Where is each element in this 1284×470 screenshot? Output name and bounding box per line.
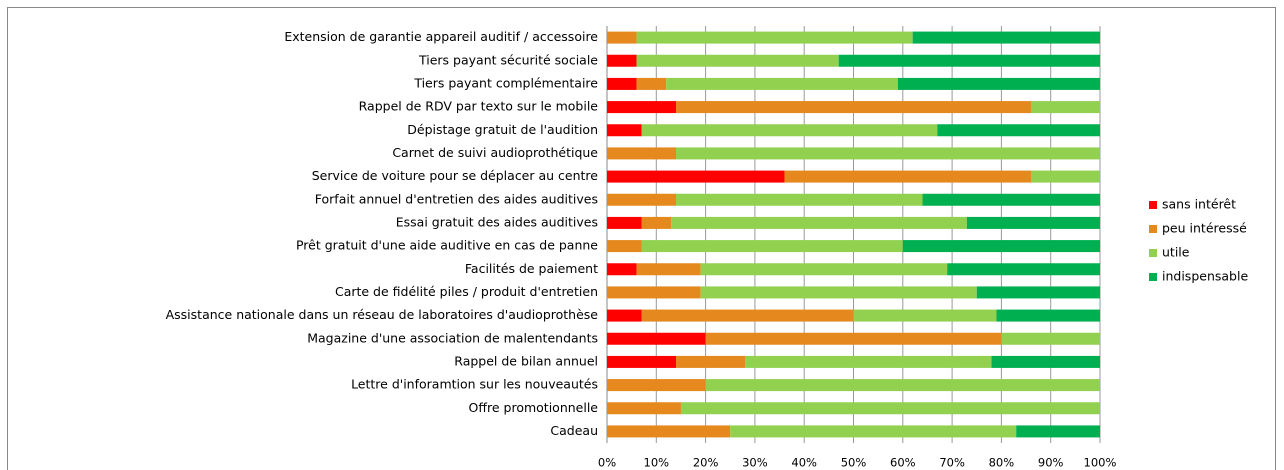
- x-tick-label: 70%: [939, 456, 965, 470]
- bar-segment: [666, 77, 898, 90]
- chart-border: [7, 7, 1276, 470]
- bar-segment: [607, 147, 677, 160]
- bar-segment: [784, 170, 1031, 183]
- bar-segment: [680, 402, 1100, 415]
- x-tick-label: 90%: [1038, 456, 1064, 470]
- bar-segment: [676, 355, 746, 368]
- bar-segment: [947, 263, 1100, 276]
- bar-segment: [641, 216, 672, 229]
- x-tick-label: 60%: [890, 456, 916, 470]
- bar-segment: [853, 309, 997, 322]
- bar-segment: [897, 77, 1100, 90]
- bar-segment: [607, 124, 642, 137]
- bar-segment: [607, 355, 677, 368]
- x-tick-label: 100%: [1084, 456, 1117, 470]
- y-tick-label: Carte de fidélité piles / produit d'entr…: [335, 284, 598, 299]
- y-tick-label: Service de voiture pour se déplacer au c…: [312, 168, 599, 183]
- bar-segment: [705, 379, 1100, 392]
- bar-segment: [607, 402, 681, 415]
- bar-segment: [745, 355, 992, 368]
- legend-label: peu intéressé: [1162, 221, 1247, 236]
- y-tick-label: Cadeau: [550, 423, 598, 438]
- legend-swatch: [1149, 201, 1157, 209]
- bar-segment: [705, 332, 1002, 345]
- x-tick-label: 40%: [791, 456, 817, 470]
- bar-segment: [607, 101, 677, 114]
- bar-segment: [641, 240, 903, 253]
- bar-segment: [937, 124, 1100, 137]
- bar-segment: [996, 309, 1100, 322]
- bar-segment: [700, 286, 977, 299]
- bar-segment: [607, 332, 706, 345]
- legend-swatch: [1149, 249, 1157, 257]
- bar-segment: [607, 216, 642, 229]
- bar-segment: [607, 425, 731, 438]
- bar-segment: [676, 147, 1100, 160]
- x-tick-label: 80%: [989, 456, 1015, 470]
- y-tick-label: Assistance nationale dans un réseau de l…: [166, 307, 599, 322]
- y-tick-label: Essai gratuit des aides auditives: [396, 214, 598, 229]
- legend-label: utile: [1162, 245, 1190, 260]
- bar-segment: [641, 124, 938, 137]
- bar-segment: [607, 170, 785, 183]
- x-tick-label: 20%: [693, 456, 719, 470]
- bar-segment: [966, 216, 1100, 229]
- bar-segment: [671, 216, 967, 229]
- y-tick-label: Magazine d'une association de malentenda…: [307, 330, 598, 345]
- y-tick-label: Tiers payant complémentaire: [413, 75, 598, 90]
- legend-swatch: [1149, 225, 1157, 233]
- bar-segment: [636, 31, 913, 44]
- bar-segment: [607, 263, 637, 276]
- bar-segment: [641, 309, 854, 322]
- y-tick-label: Offre promotionnelle: [469, 400, 599, 415]
- x-tick-label: 30%: [742, 456, 768, 470]
- bar-segment: [607, 286, 701, 299]
- bar-segment: [607, 379, 706, 392]
- bar-segment: [922, 193, 1100, 206]
- legend-label: indispensable: [1162, 269, 1248, 284]
- legend-label: sans intérêt: [1162, 197, 1236, 212]
- bar-segment: [976, 286, 1100, 299]
- x-tick-label: 50%: [841, 456, 867, 470]
- y-tick-label: Rappel de RDV par texto sur le mobile: [359, 99, 599, 114]
- bar-segment: [607, 31, 637, 44]
- bar-segment: [1030, 170, 1100, 183]
- legend-swatch: [1149, 273, 1157, 281]
- bar-segment: [1016, 425, 1100, 438]
- bar-segment: [607, 77, 637, 90]
- bar-segment: [700, 263, 948, 276]
- bar-segment: [912, 31, 1100, 44]
- bar-segment: [838, 54, 1100, 67]
- bar-segment: [607, 54, 637, 67]
- y-tick-label: Forfait annuel d'entretien des aides aud…: [315, 191, 598, 206]
- bar-segment: [676, 193, 923, 206]
- y-tick-label: Extension de garantie appareil auditif /…: [284, 29, 598, 44]
- bar-segment: [607, 309, 642, 322]
- bar-segment: [902, 240, 1100, 253]
- x-tick-label: 10%: [644, 456, 670, 470]
- y-tick-label: Rappel de bilan annuel: [454, 353, 598, 368]
- y-tick-label: Carnet de suivi audioprothétique: [392, 145, 598, 160]
- y-tick-label: Prêt gratuit d'une aide auditive en cas …: [296, 238, 598, 253]
- bar-segment: [730, 425, 1017, 438]
- bar-segment: [991, 355, 1100, 368]
- bar-segment: [607, 240, 642, 253]
- y-tick-label: Lettre d'inforamtion sur les nouveautés: [351, 377, 598, 392]
- y-tick-label: Facilités de paiement: [465, 261, 598, 276]
- y-tick-label: Dépistage gratuit de l'audition: [407, 122, 598, 137]
- bar-segment: [636, 54, 839, 67]
- bar-segment: [1030, 101, 1100, 114]
- x-tick-label: 0%: [598, 456, 616, 470]
- y-tick-label: Tiers payant sécurité sociale: [418, 52, 598, 67]
- bar-segment: [676, 101, 1031, 114]
- bar-segment: [636, 77, 667, 90]
- bar-segment: [1001, 332, 1100, 345]
- bar-segment: [636, 263, 701, 276]
- bar-segment: [607, 193, 677, 206]
